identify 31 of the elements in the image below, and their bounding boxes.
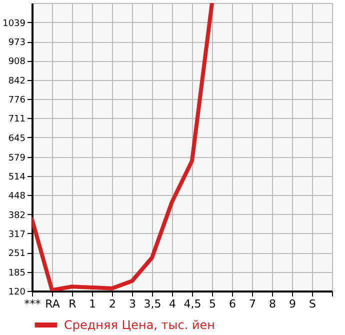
x-tick-label: R <box>68 298 77 310</box>
y-tick-label: 645 <box>8 134 26 144</box>
x-tick-label: RA <box>45 298 60 310</box>
x-tick-label: 6 <box>229 298 236 310</box>
y-tick-label: 514 <box>8 172 26 182</box>
y-tick-label: 251 <box>8 249 26 260</box>
x-tick-label: 4 <box>169 298 176 310</box>
x-tick-label: 4,5 <box>184 298 202 310</box>
y-tick-label: 711 <box>8 114 26 125</box>
x-tick-label: 5 <box>209 298 216 310</box>
y-tick-label: 448 <box>8 192 26 202</box>
y-tick-label: 382 <box>8 210 26 221</box>
x-tick-label: 3,5 <box>144 298 162 310</box>
x-tick-label: 7 <box>249 298 256 310</box>
y-tick-label: 1039 <box>2 18 26 29</box>
x-tick-label: 3 <box>129 298 136 310</box>
y-tick-label: 776 <box>8 96 26 106</box>
x-tick-label: 1 <box>89 298 96 310</box>
y-tick-label: 842 <box>8 76 26 86</box>
y-tick-label: 185 <box>8 268 26 278</box>
y-tick-label: 973 <box>8 38 26 48</box>
x-tick-label: 2 <box>109 298 116 310</box>
x-tick-label: 8 <box>269 298 276 310</box>
x-tick-label: *** <box>24 298 42 310</box>
y-tick-label: 908 <box>8 57 26 68</box>
legend-label: Средняя Цена, тыс. йен <box>64 318 216 332</box>
x-tick-label: 9 <box>289 298 296 310</box>
x-tick-label: S <box>309 298 316 310</box>
y-tick-label: 317 <box>8 230 26 240</box>
y-tick-label: 579 <box>8 153 26 164</box>
y-tick-label: 120 <box>8 288 26 298</box>
